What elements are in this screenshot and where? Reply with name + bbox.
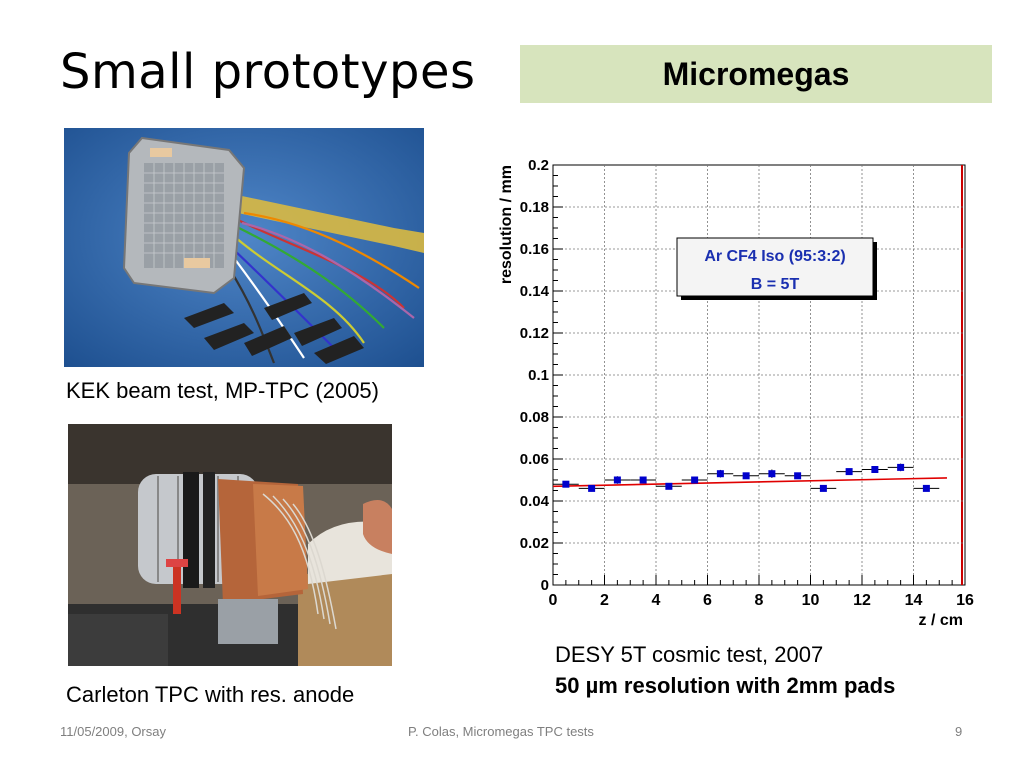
data-marker: [845, 468, 853, 476]
x-tick-label: 14: [905, 592, 923, 609]
resolution-vs-z-chart: 0 2 4 6 8 10 12 14 16 0 0.02 0.04 0.06 0.08 0.1 0.12 0.1…: [498, 157, 974, 629]
data-marker: [768, 470, 776, 478]
data-marker: [691, 476, 699, 484]
slide-title: Small prototypes: [60, 44, 476, 100]
data-marker: [742, 472, 750, 480]
y-tick-label: 0.14: [520, 283, 550, 300]
y-tick-label: 0: [541, 577, 549, 594]
x-tick-label: 4: [652, 592, 661, 609]
data-point: [578, 484, 605, 492]
y-axis-label: resolution / mm: [498, 165, 515, 284]
data-point: [681, 476, 708, 484]
data-point: [733, 472, 759, 480]
legend-line: B = 5T: [751, 276, 800, 293]
data-marker: [794, 472, 802, 480]
data-point: [810, 484, 837, 492]
x-tick-label: 8: [755, 592, 764, 609]
kek-caption: KEK beam test, MP-TPC (2005): [66, 378, 379, 403]
carleton-tpc-photo: [68, 424, 392, 666]
y-tick-label: 0.02: [520, 535, 549, 552]
slide-number: 9: [955, 724, 963, 739]
x-tick-label: 6: [703, 592, 712, 609]
x-tick-label: 0: [549, 592, 558, 609]
y-tick-label: 0.08: [520, 409, 549, 426]
carleton-caption: Carleton TPC with res. anode: [66, 682, 355, 707]
footer-date: 11/05/2009, Orsay: [60, 724, 166, 739]
data-point: [913, 484, 940, 492]
x-tick-label: 10: [802, 592, 820, 609]
data-marker: [562, 480, 570, 488]
y-tick-label: 0.12: [520, 325, 549, 342]
data-marker: [871, 466, 879, 473]
kek-prototype-photo: [64, 128, 424, 367]
y-tick-label: 0.2: [528, 157, 549, 174]
y-tick-label: 0.1: [528, 367, 549, 384]
y-tick-label: 0.16: [520, 241, 549, 258]
desy-caption-line1: DESY 5T cosmic test, 2007: [555, 642, 824, 667]
desy-caption-line2: 50 µm resolution with 2mm pads: [555, 673, 896, 698]
data-point: [553, 480, 579, 488]
x-axis-label: z / cm: [919, 612, 963, 629]
data-marker: [716, 470, 724, 478]
data-point: [707, 469, 734, 478]
fit-line: [552, 477, 947, 488]
x-tick-label: 16: [956, 592, 974, 609]
data-marker: [897, 463, 905, 471]
data-point: [656, 482, 682, 490]
data-point: [759, 469, 785, 478]
data-marker: [665, 482, 673, 490]
y-tick-label: 0.06: [520, 451, 549, 468]
data-marker: [588, 484, 596, 492]
data-marker: [639, 476, 647, 484]
y-tick-label: 0.18: [520, 199, 549, 216]
data-point: [887, 463, 914, 472]
data-point: [836, 468, 862, 476]
x-tick-label: 2: [600, 592, 609, 609]
data-point: [784, 472, 811, 480]
data-marker: [613, 476, 621, 484]
x-tick-label: 12: [853, 592, 871, 609]
legend-box: [676, 237, 874, 297]
y-tick-label: 0.04: [520, 493, 550, 510]
legend-line: Ar CF4 Iso (95:3:2): [704, 248, 845, 265]
data-point: [630, 476, 656, 484]
data-marker: [922, 484, 930, 492]
data-point: [604, 476, 631, 484]
data-marker: [819, 484, 827, 492]
data-point: [862, 466, 888, 473]
footer-author: P. Colas, Micromegas TPC tests: [408, 724, 594, 739]
micromegas-banner: Micromegas: [520, 45, 992, 103]
